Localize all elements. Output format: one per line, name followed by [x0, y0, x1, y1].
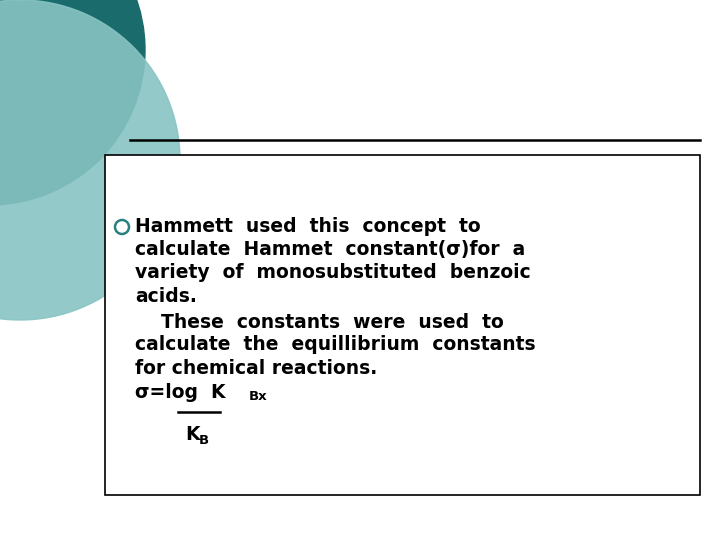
- Text: These  constants  were  used  to: These constants were used to: [135, 313, 504, 332]
- Circle shape: [0, 0, 180, 320]
- FancyBboxPatch shape: [105, 155, 700, 495]
- Text: calculate  Hammet  constant(σ)for  a: calculate Hammet constant(σ)for a: [135, 240, 526, 260]
- Text: σ=log  K: σ=log K: [135, 382, 225, 402]
- Text: calculate  the  equillibrium  constants: calculate the equillibrium constants: [135, 335, 536, 354]
- Text: acids.: acids.: [135, 287, 197, 306]
- Text: K: K: [185, 426, 199, 444]
- Text: Hammett  used  this  concept  to: Hammett used this concept to: [135, 218, 481, 237]
- Circle shape: [115, 220, 129, 234]
- Text: for chemical reactions.: for chemical reactions.: [135, 359, 377, 377]
- Text: variety  of  monosubstituted  benzoic: variety of monosubstituted benzoic: [135, 264, 531, 282]
- Text: Bx: Bx: [249, 390, 268, 403]
- Text: B: B: [199, 434, 209, 447]
- Circle shape: [0, 0, 145, 205]
